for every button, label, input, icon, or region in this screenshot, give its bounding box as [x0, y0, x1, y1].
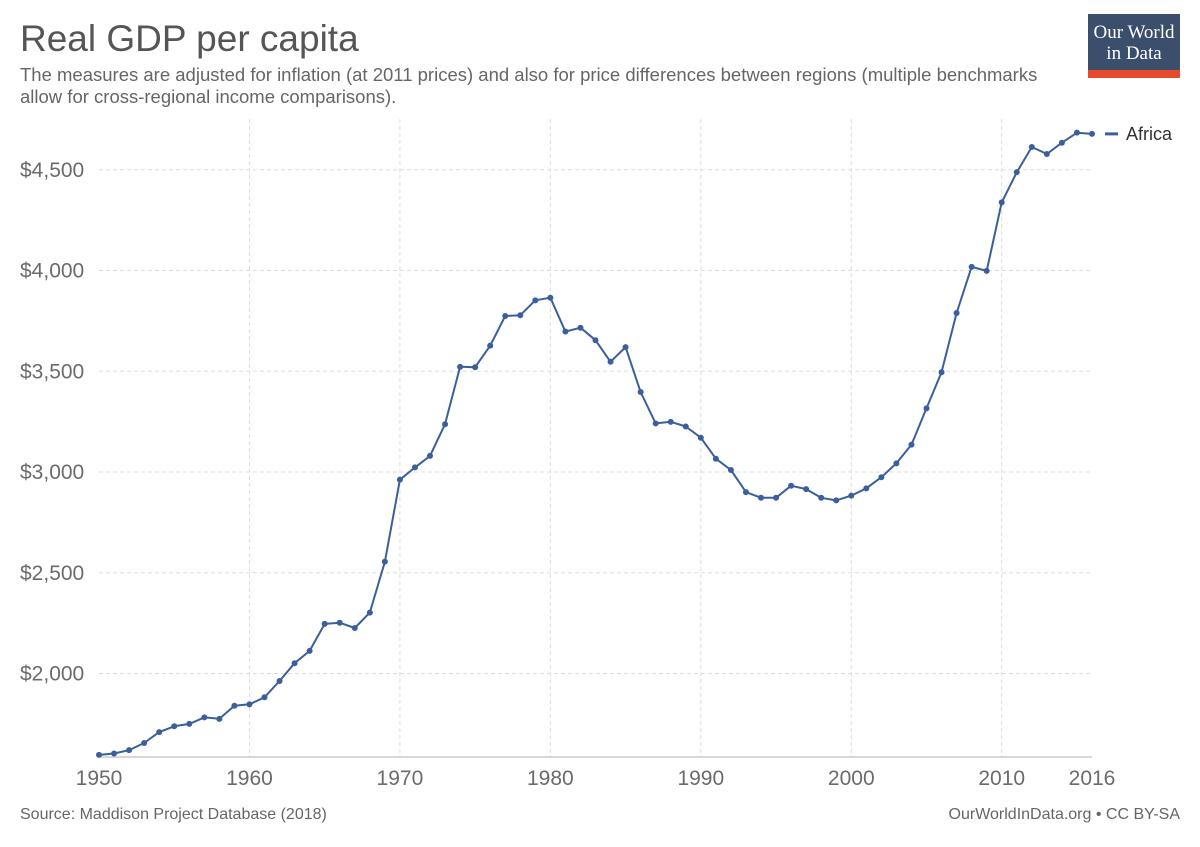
data-point[interactable]: [381, 558, 388, 565]
x-axis-ticks: 1950 1960 1970 1980 1990 2000 2010 2016: [76, 767, 1116, 790]
data-point[interactable]: [472, 364, 479, 371]
data-point[interactable]: [126, 747, 133, 754]
data-point[interactable]: [517, 312, 524, 319]
data-point[interactable]: [848, 492, 855, 499]
data-point[interactable]: [893, 460, 900, 467]
data-point[interactable]: [998, 199, 1005, 206]
data-point[interactable]: [803, 486, 810, 493]
data-point[interactable]: [577, 324, 584, 331]
x-tick-label: 1950: [76, 767, 123, 790]
data-point[interactable]: [487, 342, 494, 349]
y-tick-label: $2,000: [20, 663, 84, 686]
data-point[interactable]: [502, 313, 509, 320]
data-point[interactable]: [96, 751, 102, 758]
chart-title: Real GDP per capita: [20, 18, 359, 59]
data-point[interactable]: [547, 294, 554, 301]
y-tick-label: $4,000: [20, 260, 84, 283]
data-point[interactable]: [1028, 143, 1035, 150]
data-point[interactable]: [592, 337, 599, 344]
data-point[interactable]: [261, 694, 268, 701]
data-point[interactable]: [938, 369, 945, 376]
data-point[interactable]: [231, 702, 238, 709]
data-point[interactable]: [758, 494, 764, 501]
data-point[interactable]: [953, 310, 960, 317]
data-point[interactable]: [201, 714, 208, 721]
y-tick-label: $3,000: [20, 461, 84, 484]
data-point[interactable]: [607, 358, 614, 365]
data-point[interactable]: [908, 441, 915, 448]
data-point[interactable]: [156, 729, 163, 736]
data-point[interactable]: [336, 619, 343, 626]
y-tick-label: $3,500: [20, 360, 84, 383]
data-point[interactable]: [366, 609, 373, 616]
series-layer: [96, 129, 1095, 758]
data-point[interactable]: [1013, 169, 1020, 176]
x-tick-label: 1960: [226, 767, 273, 790]
data-point[interactable]: [1058, 139, 1065, 146]
x-tick-label: 2010: [978, 767, 1025, 790]
chart-subtitle: The measures are adjusted for inflation …: [20, 64, 1038, 107]
data-point[interactable]: [321, 620, 328, 627]
logo-accent-bar: [1088, 70, 1180, 78]
owid-logo[interactable]: Our World in Data: [1088, 14, 1180, 78]
x-tick-label: 2000: [828, 767, 875, 790]
data-point[interactable]: [697, 434, 704, 441]
data-point[interactable]: [457, 363, 464, 370]
data-point[interactable]: [818, 494, 825, 501]
data-point[interactable]: [1043, 151, 1050, 158]
legend-label[interactable]: Africa: [1126, 124, 1173, 144]
x-tick-label: 1970: [377, 767, 424, 790]
data-point[interactable]: [742, 489, 749, 496]
data-point[interactable]: [622, 344, 629, 351]
x-tick-label: 1990: [677, 767, 724, 790]
data-point[interactable]: [396, 476, 403, 483]
data-point[interactable]: [306, 647, 313, 654]
data-point[interactable]: [773, 494, 780, 501]
data-point[interactable]: [246, 701, 253, 708]
data-point[interactable]: [667, 418, 674, 425]
data-point[interactable]: [276, 677, 283, 684]
data-point[interactable]: [682, 423, 689, 430]
logo-line-2: in Data: [1106, 43, 1162, 64]
data-point[interactable]: [652, 420, 659, 427]
data-point[interactable]: [983, 267, 990, 274]
data-point[interactable]: [923, 405, 930, 412]
logo-line-1: Our World: [1093, 22, 1175, 43]
data-point[interactable]: [427, 452, 433, 459]
grid-lines: [99, 119, 1092, 758]
x-tick-label: 2016: [1069, 767, 1116, 790]
series-line-africa: [98, 131, 1093, 756]
data-point[interactable]: [712, 455, 719, 462]
y-tick-label: $2,500: [20, 562, 84, 585]
source-note: Source: Maddison Project Database (2018): [20, 806, 327, 823]
data-point[interactable]: [727, 466, 734, 473]
data-point[interactable]: [186, 720, 193, 727]
data-point[interactable]: [411, 464, 418, 471]
data-point[interactable]: [788, 482, 795, 489]
y-axis-ticks: $2,000 $2,500 $3,000 $3,500 $4,000 $4,500: [20, 159, 84, 686]
data-point[interactable]: [291, 660, 298, 667]
data-point[interactable]: [141, 740, 148, 747]
data-point[interactable]: [216, 715, 223, 722]
data-point[interactable]: [532, 297, 539, 304]
x-tick-label: 1980: [527, 767, 574, 790]
data-point[interactable]: [968, 263, 975, 270]
data-point[interactable]: [878, 474, 885, 481]
data-point[interactable]: [1089, 130, 1095, 137]
data-point[interactable]: [1073, 129, 1080, 136]
data-point[interactable]: [442, 421, 449, 428]
data-point[interactable]: [833, 497, 840, 504]
credit-link[interactable]: OurWorldInData.org • CC BY-SA: [948, 806, 1180, 823]
legend: Africa: [1105, 124, 1173, 144]
data-point[interactable]: [863, 485, 870, 492]
data-point[interactable]: [171, 723, 178, 730]
y-tick-label: $4,500: [20, 159, 84, 182]
data-point[interactable]: [111, 750, 118, 757]
data-point[interactable]: [562, 328, 569, 335]
data-point[interactable]: [351, 624, 358, 631]
data-point[interactable]: [637, 389, 644, 396]
